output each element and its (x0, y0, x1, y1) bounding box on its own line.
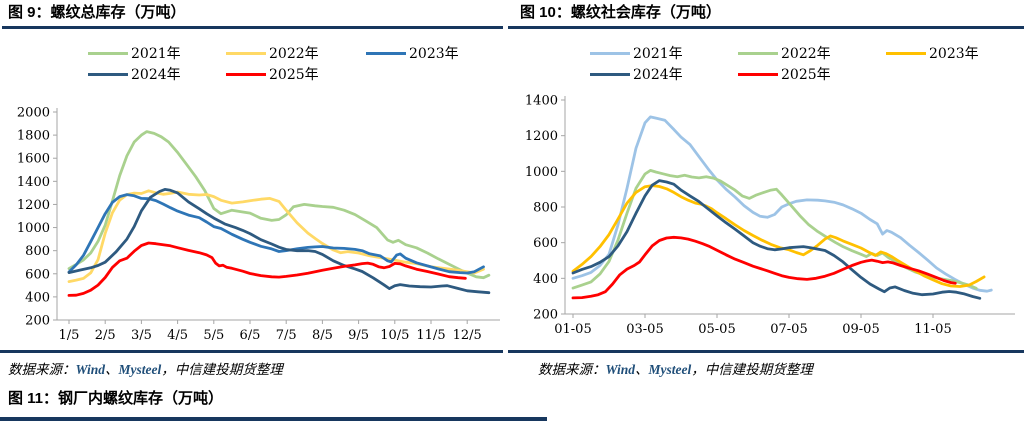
x-axis-tick-label: 5/5 (203, 328, 224, 340)
figure-10-title: 图 10：螺纹社会库存（万吨） (520, 4, 721, 21)
source-wind: Wind (75, 362, 106, 377)
figure-10-bottom-rule (508, 350, 1024, 353)
x-axis-tick-label: 2/5 (95, 328, 116, 340)
figure-9-title-rule (2, 26, 503, 29)
legend-item-2024: 2024年 (88, 65, 181, 83)
legend-item-2025: 2025年 (738, 65, 831, 83)
legend-swatch-icon (590, 51, 630, 55)
source-mysteel: Mysteel (648, 362, 692, 377)
x-axis-tick-label: 8/5 (312, 328, 333, 340)
legend-swatch-icon (226, 72, 266, 76)
figure-11-title: 图 11：钢厂内螺纹库存（万吨） (8, 390, 224, 407)
figure-10-line-chart: 200 400 600 800 1000 1200 1400 01-05 03-05 05-05 0… (525, 94, 1015, 337)
legend-swatch-icon (590, 72, 630, 76)
x-axis-tick-label: 3/5 (131, 328, 152, 340)
legend-item-2023: 2023年 (366, 44, 459, 62)
x-axis-tick-label: 01-05 (554, 322, 591, 337)
legend-swatch-icon (226, 51, 266, 55)
figure-11-title-rule (0, 417, 547, 421)
x-axis-tick-label: 12/5 (453, 328, 482, 340)
legend-label: 2021年 (633, 46, 683, 62)
source-mysteel: Mysteel (118, 362, 162, 377)
figure-10-title-rule (508, 26, 1024, 29)
x-axis-tick-label: 05-05 (698, 322, 735, 337)
y-axis-tick-label: 1200 (525, 129, 558, 144)
legend-label: 2025年 (269, 67, 319, 83)
x-axis-tick-label: 11/5 (416, 328, 445, 340)
source-suffix: ，中信建投期货整理 (691, 362, 813, 377)
series-line-2022年 (67, 189, 485, 284)
legend-label: 2024年 (131, 67, 181, 83)
x-axis-tick-label: 11-05 (914, 322, 951, 337)
x-axis-tick-label: 07-05 (770, 322, 807, 337)
y-axis-tick-label: 600 (533, 236, 558, 251)
legend-swatch-icon (738, 72, 778, 76)
x-axis-tick-label: 4/5 (167, 328, 188, 340)
x-axis-tick-label: 9/5 (348, 328, 369, 340)
x-axis-tick-label: 03-05 (626, 322, 663, 337)
legend-item-2025: 2025年 (226, 65, 319, 83)
source-wind: Wind (605, 362, 636, 377)
series-line-2024年 (67, 188, 491, 295)
legend-item-2021: 2021年 (590, 44, 683, 62)
legend-label: 2021年 (131, 46, 181, 62)
y-axis-tick-label: 1600 (17, 152, 50, 167)
y-axis-tick-label: 1800 (17, 129, 50, 144)
series-line-2021年 (67, 130, 491, 280)
y-axis-tick-label: 200 (533, 308, 558, 323)
x-axis-tick-label: 10/5 (380, 328, 409, 340)
series-line-2023年 (67, 193, 485, 275)
y-axis-tick-label: 600 (25, 267, 50, 282)
legend-label: 2022年 (269, 46, 319, 62)
legend-item-2021: 2021年 (88, 44, 181, 62)
source-separator: 、 (105, 362, 119, 377)
figure-9-title: 图 9：螺纹总库存（万吨） (8, 4, 186, 21)
legend-label: 2022年 (781, 46, 831, 62)
x-axis-tick-label: 1/5 (59, 328, 80, 340)
x-axis-tick-label: 6/5 (240, 328, 261, 340)
source-prefix: 数据来源： (538, 362, 606, 377)
legend-label: 2025年 (781, 67, 831, 83)
legend-item-2024: 2024年 (590, 65, 683, 83)
series-line-2025年 (571, 235, 957, 300)
y-axis-tick-label: 1000 (525, 165, 558, 180)
y-axis-tick-label: 200 (25, 314, 50, 329)
figure-10-legend: 2021年 2022年 2023年 2024年 2025年 (508, 44, 1024, 86)
figure-9-legend: 2021年 2022年 2023年 2024年 2025年 (0, 44, 503, 86)
figure-9-bottom-rule (0, 350, 503, 353)
x-axis-tick-label: 7/5 (276, 328, 297, 340)
source-suffix: ，中信建投期货整理 (161, 362, 283, 377)
legend-item-2023: 2023年 (886, 44, 979, 62)
series-line-2025年 (67, 241, 467, 297)
y-axis-tick-label: 1000 (17, 221, 50, 236)
figure-10-source-note: 数据来源：Wind、Mysteel，中信建投期货整理 (538, 358, 813, 378)
y-axis-tick-label: 400 (533, 272, 558, 287)
y-axis-tick-label: 800 (533, 201, 558, 216)
legend-item-2022: 2022年 (226, 44, 319, 62)
y-axis-tick-label: 400 (25, 290, 50, 305)
source-prefix: 数据来源： (8, 362, 76, 377)
legend-swatch-icon (366, 51, 406, 55)
legend-swatch-icon (88, 51, 128, 55)
y-axis-tick-label: 800 (25, 244, 50, 259)
series-line-2024年 (571, 179, 982, 300)
legend-label: 2023年 (929, 46, 979, 62)
y-axis-tick-label: 1200 (17, 198, 50, 213)
legend-item-2022: 2022年 (738, 44, 831, 62)
figure-9-source-note: 数据来源：Wind、Mysteel，中信建投期货整理 (8, 358, 283, 378)
figure-9-line-chart: 200 400 600 800 1000 1200 1400 1600 1800 2000 1/5 2… (17, 106, 500, 340)
y-axis-tick-label: 2000 (17, 106, 50, 121)
legend-swatch-icon (738, 51, 778, 55)
legend-label: 2023年 (409, 46, 459, 62)
legend-swatch-icon (88, 72, 128, 76)
x-axis-tick-label: 09-05 (842, 322, 879, 337)
series-line-2021年 (571, 115, 993, 293)
legend-label: 2024年 (633, 67, 683, 83)
y-axis-tick-label: 1400 (525, 94, 558, 109)
source-separator: 、 (635, 362, 649, 377)
legend-swatch-icon (886, 51, 926, 55)
y-axis-tick-label: 1400 (17, 175, 50, 190)
